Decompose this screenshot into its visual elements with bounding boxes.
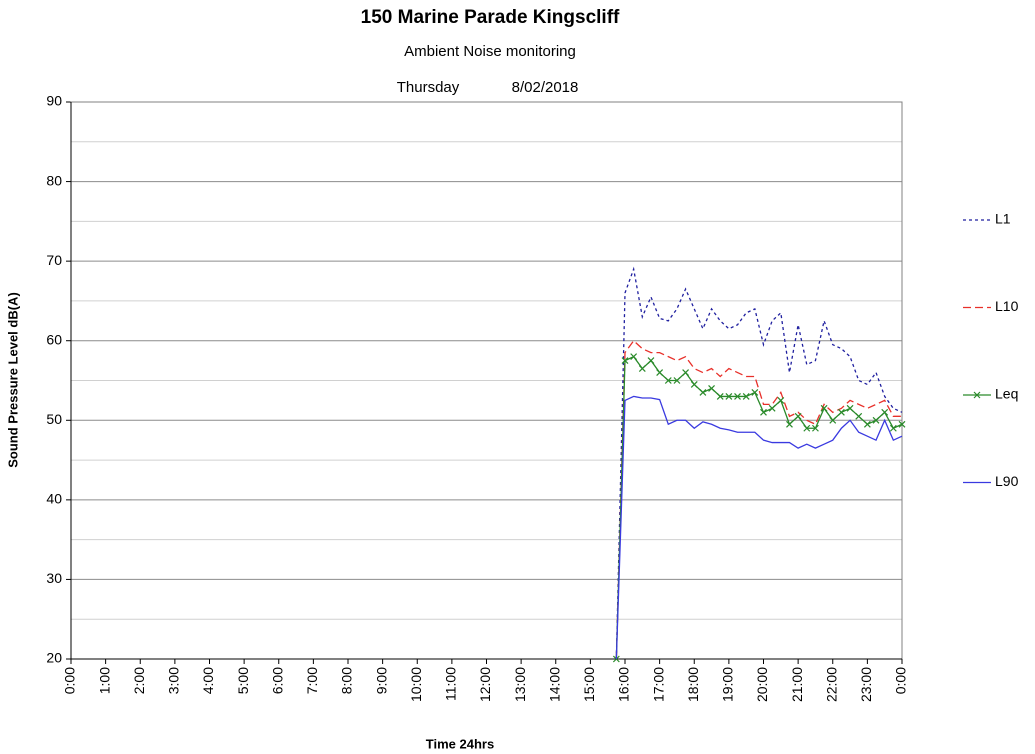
legend-label: L10 [995,298,1019,314]
y-tick-label: 80 [46,172,62,188]
data-marker [889,424,897,432]
x-axis-label: Time 24hrs [426,736,494,751]
legend-label: L90 [995,473,1019,489]
data-marker [855,412,863,420]
series-line [615,395,903,660]
x-tick-label: 22:00 [823,667,839,702]
data-marker [812,424,819,432]
x-tick-label: 0:00 [893,667,909,694]
legend-label: Leq [995,386,1018,402]
series-line [615,339,902,660]
x-tick-label: 0:00 [62,667,78,694]
x-tick-label: 4:00 [200,667,216,694]
x-tick-label: 18:00 [685,667,701,702]
x-tick-label: 5:00 [235,667,251,694]
x-tick-label: 8:00 [339,667,355,694]
y-tick-label: 20 [46,650,62,666]
data-marker [768,404,776,412]
data-marker [872,416,880,424]
x-tick-label: 10:00 [408,667,424,702]
chart-date: 8/02/2018 [512,79,579,96]
data-marker [630,353,638,361]
data-marker [708,385,715,392]
y-tick-label: 40 [46,491,62,507]
data-marker [751,389,759,396]
y-tick-label: 30 [46,570,62,586]
data-marker [699,389,707,396]
data-marker [725,392,733,400]
x-tick-label: 6:00 [269,667,285,694]
data-marker [898,420,906,428]
data-marker [777,396,785,404]
x-tick-label: 12:00 [477,667,493,702]
series-line [615,355,903,660]
x-tick-label: 16:00 [616,667,632,702]
chart-title: 150 Marine Parade Kingscliff [361,7,620,28]
data-marker [742,392,750,400]
x-tick-label: 23:00 [858,667,874,702]
x-tick-label: 11:00 [443,667,459,701]
x-tick-label: 2:00 [131,667,147,694]
x-tick-label: 3:00 [166,667,182,694]
y-tick-label: 90 [46,93,62,109]
data-marker [881,408,889,416]
x-tick-label: 20:00 [754,667,770,702]
data-marker [647,357,655,365]
data-marker [716,392,724,400]
x-tick-label: 17:00 [650,667,666,702]
y-tick-label: 60 [46,331,62,347]
data-marker [846,404,854,412]
x-tick-label: 21:00 [789,667,805,702]
data-marker [664,377,672,384]
x-tick-label: 13:00 [512,667,528,702]
x-tick-label: 1:00 [96,667,112,694]
x-tick-label: 15:00 [581,667,597,702]
data-marker [760,408,767,416]
data-marker [829,416,837,424]
data-marker [638,365,646,372]
x-tick-label: 14:00 [546,667,562,702]
y-axis-label: Sound Pressure Level dB(A) [5,292,20,468]
data-marker [794,412,802,420]
data-marker [682,369,690,376]
series-line [615,266,903,660]
data-marker [803,424,811,432]
data-marker [820,404,828,412]
data-marker [863,420,871,428]
data-marker [621,357,629,365]
x-tick-label: 19:00 [720,667,736,702]
chart-day: Thursday [397,79,460,96]
data-marker [734,392,741,400]
y-tick-label: 70 [46,252,62,268]
data-marker [673,377,681,384]
chart-subtitle: Ambient Noise monitoring [404,43,576,60]
x-tick-label: 7:00 [304,667,320,694]
legend-marker [973,391,981,399]
data-marker [690,381,698,388]
data-marker [837,408,845,416]
data-marker [786,420,793,428]
data-marker [656,369,664,376]
legend-label: L1 [995,211,1011,227]
y-tick-label: 50 [46,411,62,427]
x-tick-label: 9:00 [373,667,389,694]
